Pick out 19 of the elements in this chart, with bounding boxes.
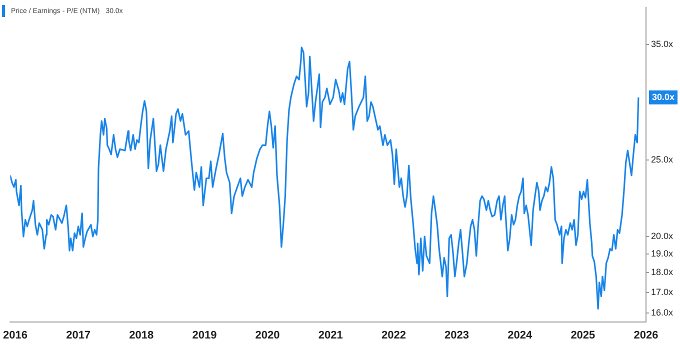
x-tick-label: 2017 — [66, 329, 91, 342]
x-tick-label: 2023 — [444, 329, 470, 342]
x-tick-label: 2016 — [2, 329, 28, 342]
y-tick-label: 16.0x — [651, 308, 674, 318]
y-tick-label: 19.0x — [651, 248, 674, 259]
y-tick-label: 25.0x — [651, 154, 674, 164]
x-tick-label: 2018 — [129, 329, 154, 342]
y-tick-label: 20.0x — [651, 231, 674, 242]
x-tick-label: 2024 — [508, 329, 533, 342]
x-tick-label: 2019 — [192, 329, 217, 342]
x-tick-label: 2026 — [634, 329, 658, 342]
y-tick-label: 35.0x — [651, 39, 674, 50]
annotation: 30.0x — [652, 92, 675, 102]
x-tick-label: 2025 — [570, 329, 596, 342]
y-tick-label: 18.0x — [651, 267, 674, 278]
x-tick-label: 2020 — [255, 329, 280, 342]
x-tick-label: 2022 — [381, 329, 406, 342]
x-tick-label: 2021 — [318, 329, 343, 342]
y-tick-label: 17.0x — [651, 286, 674, 297]
